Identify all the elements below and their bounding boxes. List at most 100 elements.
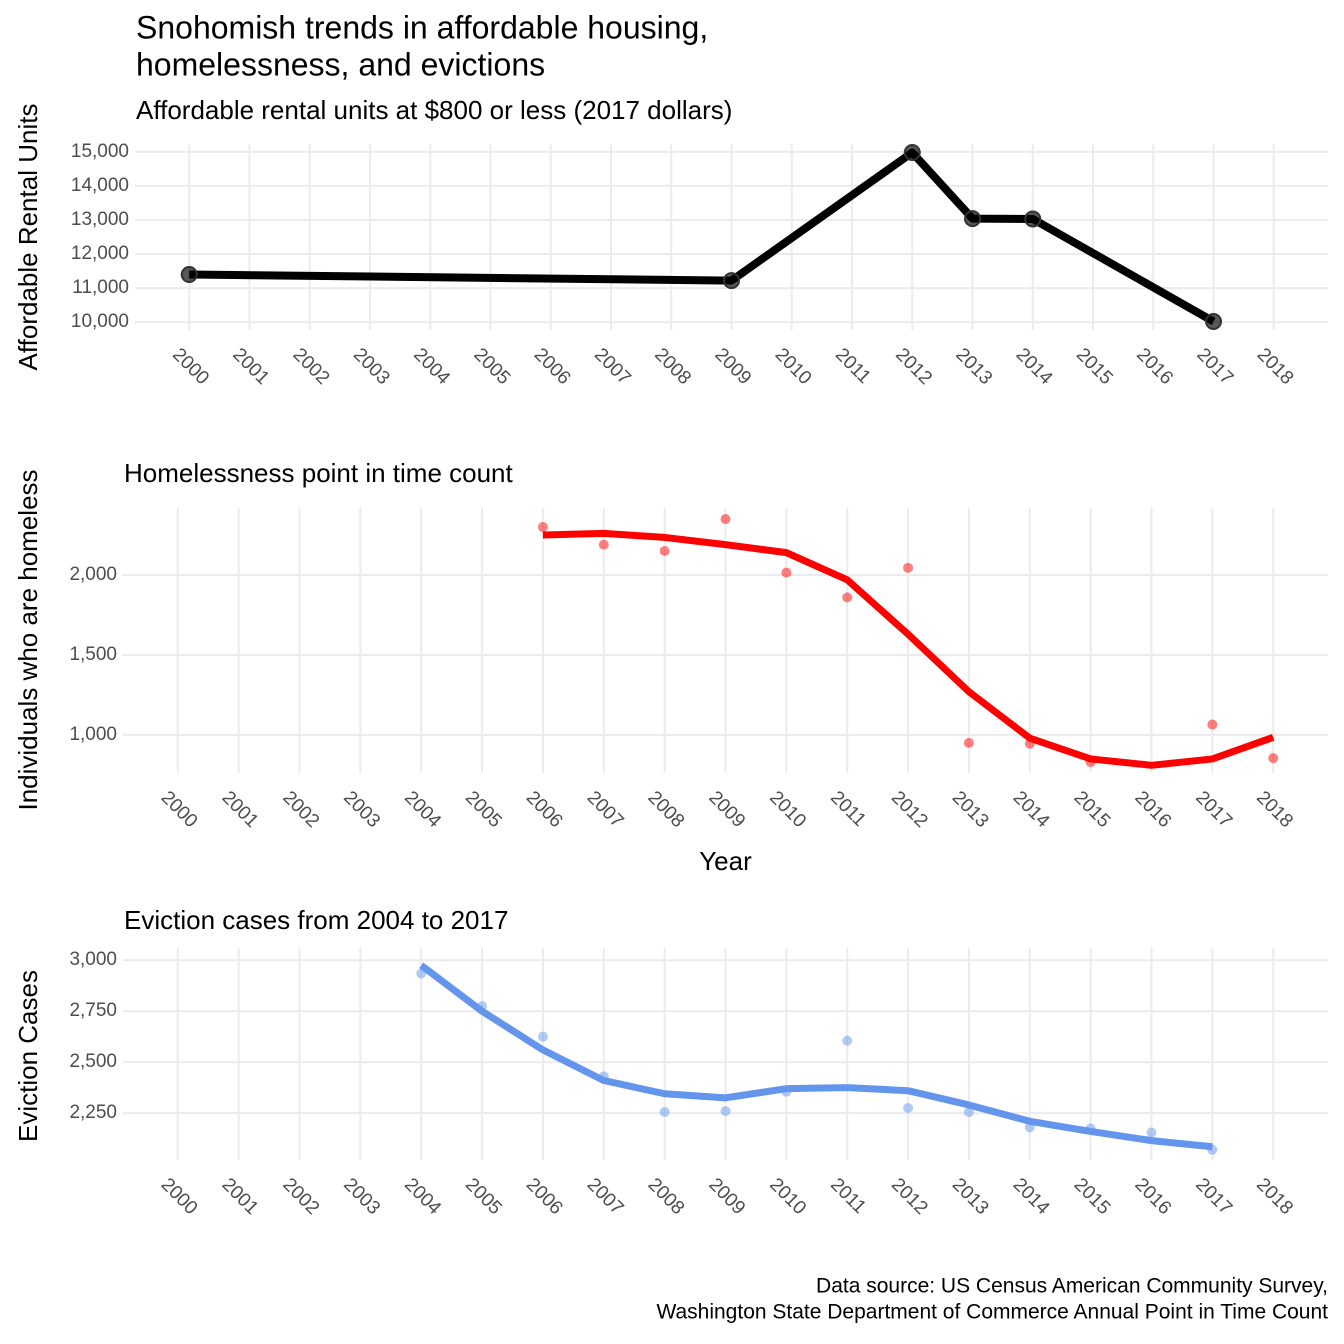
- y-tick-label: 2,250: [69, 1102, 117, 1123]
- x-tick-label: 2004: [400, 1174, 445, 1219]
- x-tick-label: 2018: [1252, 1174, 1297, 1219]
- y-tick-label: 15,000: [71, 141, 129, 162]
- y-tick-label: 2,000: [69, 564, 117, 585]
- point: [723, 272, 740, 290]
- x-tick-label: 2005: [469, 344, 514, 389]
- line: [189, 148, 1216, 325]
- subtitle: Affordable rental units at $800 or less …: [136, 95, 732, 125]
- point: [903, 1103, 914, 1114]
- x-tick-label: 2009: [710, 344, 755, 389]
- x-tick-label: 2017: [1191, 1174, 1236, 1219]
- x-tick-label: 2000: [157, 787, 202, 832]
- x-tick-label: 2003: [339, 1174, 384, 1219]
- point: [659, 546, 670, 557]
- point: [1146, 1127, 1157, 1138]
- y-tick-label: 1,000: [69, 724, 117, 745]
- x-tick-label: 2015: [1072, 344, 1117, 389]
- x-axis-title: Year: [699, 846, 752, 876]
- x-tick-label: 2003: [349, 344, 394, 389]
- x-tick-label: 2008: [650, 344, 695, 389]
- y-axis-title: Eviction Cases: [13, 970, 43, 1142]
- point: [720, 514, 731, 525]
- x-tick-label: 2014: [1009, 787, 1054, 832]
- x-tick-label: 2018: [1253, 344, 1298, 389]
- x-tick-label: 2001: [228, 344, 273, 389]
- x-tick-label: 2012: [891, 344, 936, 389]
- x-tick-label: 2011: [826, 787, 870, 831]
- point: [598, 539, 609, 550]
- subtitle: Homelessness point in time count: [124, 458, 514, 488]
- x-tick-label: 2002: [278, 1174, 323, 1219]
- x-tick-label: 2006: [522, 787, 567, 832]
- x-tick-label: 2007: [583, 1174, 628, 1219]
- y-tick-label: 10,000: [71, 311, 129, 332]
- x-tick-label: 2017: [1191, 787, 1236, 832]
- point: [1024, 210, 1042, 228]
- x-tick-label: 2014: [1012, 344, 1057, 389]
- point: [1268, 753, 1279, 764]
- point: [659, 1107, 670, 1118]
- point: [781, 567, 792, 578]
- x-tick-label: 2011: [826, 1174, 870, 1218]
- x-tick-label: 2012: [887, 1174, 932, 1219]
- y-tick-label: 13,000: [71, 209, 129, 230]
- y-tick-label: 3,000: [69, 949, 117, 970]
- y-tick-label: 11,000: [72, 277, 129, 298]
- x-tick-label: 2012: [887, 787, 932, 832]
- point: [537, 522, 548, 533]
- title-line: Snohomish trends in affordable housing,: [136, 9, 708, 45]
- point: [964, 210, 982, 228]
- x-tick-label: 2003: [339, 787, 384, 832]
- x-tick-label: 2001: [218, 787, 263, 832]
- point: [842, 1035, 853, 1046]
- x-tick-label: 2015: [1070, 787, 1115, 832]
- point: [903, 562, 914, 573]
- point: [537, 1031, 548, 1042]
- x-tick-label: 2010: [765, 1174, 810, 1219]
- y-tick-label: 2,750: [69, 1000, 117, 1021]
- point: [903, 144, 921, 162]
- x-tick-label: 2015: [1070, 1174, 1115, 1219]
- x-tick-label: 2008: [644, 1174, 689, 1219]
- caption-line: Data source: US Census American Communit…: [816, 1275, 1328, 1298]
- x-tick-label: 2009: [704, 787, 749, 832]
- x-tick-label: 2007: [583, 787, 628, 832]
- x-tick-label: 2018: [1252, 787, 1297, 832]
- x-tick-label: 2011: [831, 344, 875, 388]
- y-tick-label: 1,500: [69, 644, 117, 665]
- y-tick-label: 12,000: [71, 243, 129, 264]
- point: [180, 265, 198, 283]
- x-tick-label: 2016: [1132, 344, 1177, 389]
- x-tick-label: 2005: [461, 787, 506, 832]
- x-tick-label: 2000: [168, 344, 213, 389]
- caption-line: Washington State Department of Commerce …: [656, 1301, 1328, 1324]
- x-tick-label: 2009: [704, 1174, 749, 1219]
- x-tick-label: 2010: [765, 787, 810, 832]
- x-tick-label: 2006: [522, 1174, 567, 1219]
- title-line: homelessness, and evictions: [136, 46, 545, 82]
- y-axis-title: Affordable Rental Units: [13, 104, 43, 371]
- y-tick-label: 14,000: [71, 175, 129, 196]
- x-tick-label: 2010: [771, 344, 816, 389]
- point: [842, 592, 853, 603]
- x-tick-label: 2013: [948, 1174, 993, 1219]
- smooth-line: [419, 962, 1213, 1151]
- x-tick-label: 2013: [948, 787, 993, 832]
- x-tick-label: 2016: [1130, 1174, 1175, 1219]
- smooth-line: [542, 529, 1275, 769]
- x-tick-label: 2013: [951, 344, 996, 389]
- x-tick-label: 2017: [1192, 344, 1237, 389]
- y-axis-title: Individuals who are homeless: [13, 469, 43, 810]
- x-tick-label: 2002: [289, 344, 334, 389]
- y-tick-label: 2,500: [69, 1051, 117, 1072]
- point: [720, 1106, 731, 1117]
- x-tick-label: 2006: [530, 344, 575, 389]
- x-tick-label: 2016: [1130, 787, 1175, 832]
- x-tick-label: 2002: [278, 787, 323, 832]
- x-tick-label: 2004: [409, 344, 454, 389]
- x-tick-label: 2004: [400, 787, 445, 832]
- x-tick-label: 2000: [157, 1174, 202, 1219]
- point: [1207, 719, 1218, 730]
- point: [963, 737, 974, 748]
